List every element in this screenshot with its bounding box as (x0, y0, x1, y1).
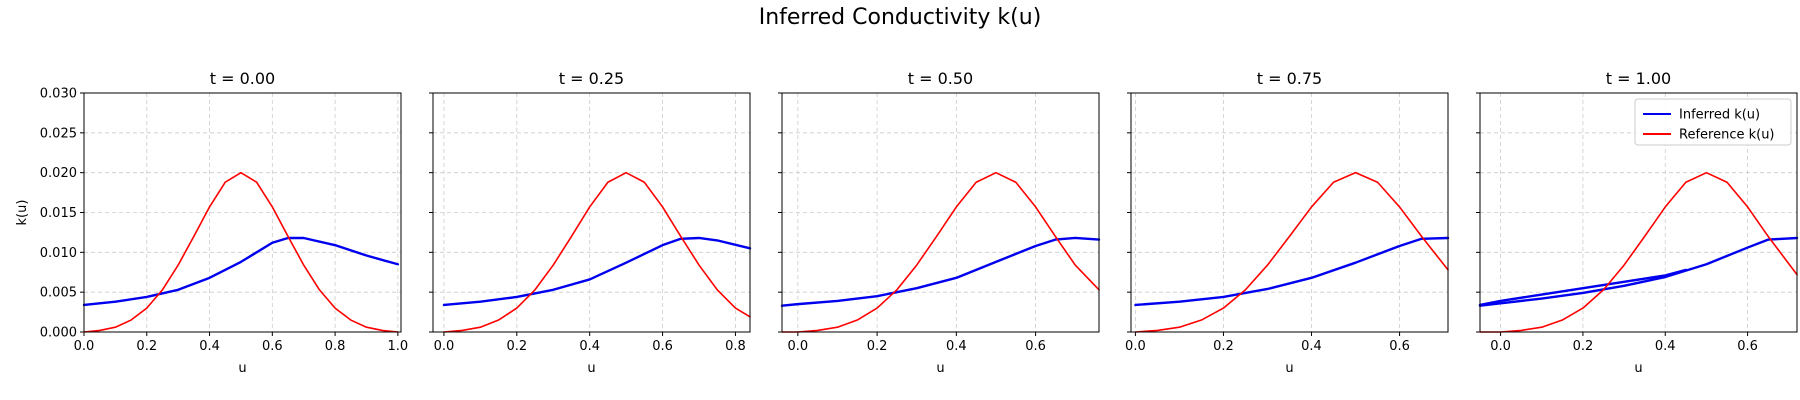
legend-box (1634, 98, 1792, 146)
x-tick-label: 0.0 (434, 339, 455, 354)
x-tick-label: 0.2 (506, 339, 527, 354)
reference-k-line (781, 171, 1100, 333)
y-tick-label: 0.000 (40, 326, 77, 341)
panel-title: t = 0.25 (559, 69, 624, 88)
y-tick-label: 0.015 (40, 206, 77, 221)
x-tick-label: 0.6 (1025, 339, 1046, 354)
inferred-k-line (1478, 236, 1799, 307)
y-tick-label: 0.030 (40, 87, 77, 102)
inferred-k-line (1134, 236, 1450, 307)
x-tick-label: 0.4 (946, 339, 967, 354)
y-tick-label: 0.005 (40, 286, 77, 301)
x-tick-label: 0.2 (1573, 339, 1594, 354)
inferred-k-line (82, 236, 400, 307)
x-tick-label: 0.2 (1213, 339, 1234, 354)
x-axis-label: u (238, 361, 246, 376)
axes-frame (83, 92, 402, 333)
panel-title: t = 0.50 (908, 69, 973, 88)
panel-title: t = 0.75 (1257, 69, 1322, 88)
inferred-k-line (1478, 268, 1688, 307)
y-tick-label: 0.010 (40, 246, 77, 261)
series-group (82, 171, 400, 333)
inferred-k-line (442, 236, 752, 307)
x-tick-label: 0.6 (1389, 339, 1410, 354)
x-tick-label: 0.6 (262, 339, 283, 354)
series-group (1478, 171, 1799, 333)
x-tick-label: 0.6 (652, 339, 673, 354)
x-tick-label: 0.2 (136, 339, 157, 354)
x-tick-label: 1.0 (388, 339, 409, 354)
reference-k-line (1479, 171, 1798, 333)
y-tick-label: 0.025 (40, 126, 77, 141)
reference-k-line (443, 171, 751, 333)
x-tick-label: 0.2 (867, 339, 888, 354)
axes-frame (781, 92, 1100, 333)
y-axis-label: k(u) (15, 200, 30, 226)
chart-panel-3: 0.0 0.2 0.4 0.6 t = 0.75 u (1125, 69, 1450, 376)
chart-panel-1: 0.0 0.2 0.4 0.6 0.8 t = 0.25 u (429, 69, 752, 376)
panel-title: t = 0.00 (210, 69, 275, 88)
legend: Inferred k(u) Reference k(u) (1634, 98, 1792, 146)
legend-entry-label: Reference k(u) (1679, 128, 1775, 143)
x-axis-label: u (936, 361, 944, 376)
x-tick-label: 0.0 (1125, 339, 1146, 354)
x-tick-label: 0.4 (199, 339, 220, 354)
axes-frame (1479, 92, 1798, 333)
x-tick-label: 0.0 (1490, 339, 1511, 354)
x-tick-label: 0.8 (725, 339, 746, 354)
chart-panel-2: 0.0 0.2 0.4 0.6 t = 0.50 u (778, 69, 1101, 376)
x-tick-label: 0.4 (579, 339, 600, 354)
x-axis-label: u (1634, 361, 1642, 376)
panel-title: t = 1.00 (1606, 69, 1671, 88)
series-group (442, 171, 752, 333)
x-axis-label: u (1285, 361, 1293, 376)
x-tick-label: 0.4 (1655, 339, 1676, 354)
x-tick-label: 0.4 (1301, 339, 1322, 354)
chart-panel-0: 0.000 0.005 0.010 0.015 0.020 0.025 0.030 0.0 0.… (15, 69, 408, 376)
x-axis-label: u (587, 361, 595, 376)
reference-k-line (1134, 171, 1449, 333)
x-tick-label: 0.0 (74, 339, 95, 354)
figure-title: Inferred Conductivity k(u) (759, 5, 1042, 30)
axes-frame (432, 92, 751, 333)
legend-entry-label: Inferred k(u) (1679, 108, 1760, 123)
x-tick-label: 0.8 (325, 339, 346, 354)
x-tick-label: 0.6 (1737, 339, 1758, 354)
series-group (780, 171, 1101, 333)
inferred-k-line (780, 236, 1101, 307)
series-group (1134, 171, 1450, 333)
axes-frame (1130, 92, 1449, 333)
x-tick-label: 0.0 (788, 339, 809, 354)
y-tick-label: 0.020 (40, 166, 77, 181)
reference-k-line (83, 171, 399, 333)
